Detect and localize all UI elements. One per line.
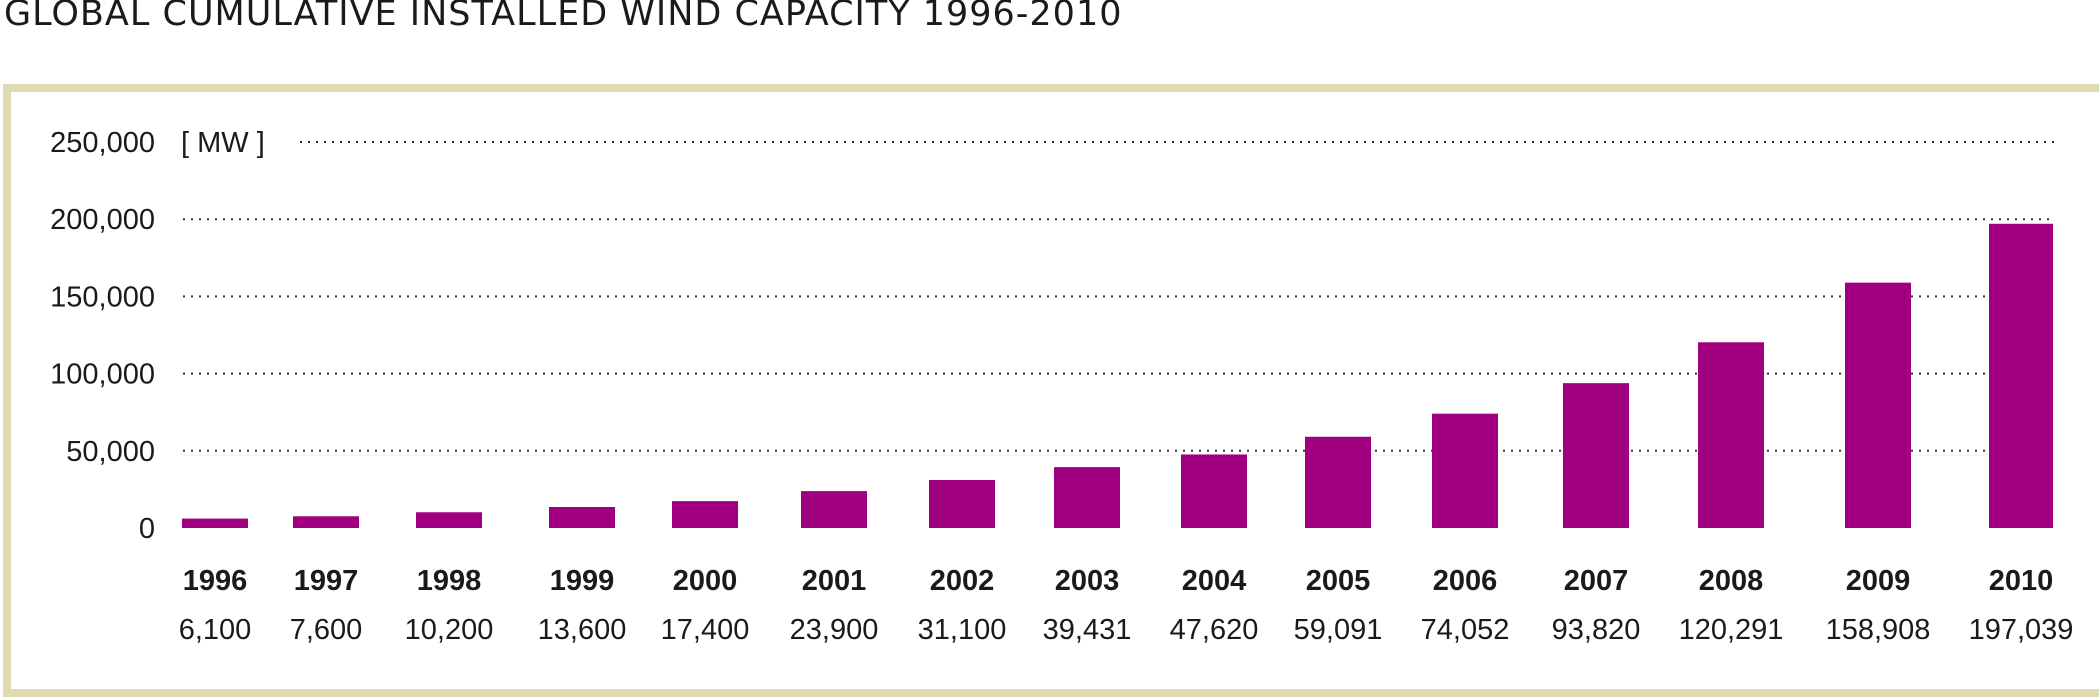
gridlines [183, 141, 2055, 452]
bar-2010 [1989, 223, 2053, 528]
category-label-2000: 2000 [673, 565, 738, 597]
value-label-1996: 6,100 [179, 614, 252, 646]
category-label-2008: 2008 [1699, 565, 1764, 597]
bar-2001 [801, 491, 867, 528]
category-label-1999: 1999 [550, 565, 615, 597]
bar-2004 [1181, 454, 1247, 528]
value-label-1997: 7,600 [290, 614, 363, 646]
y-axis-ticks: 0 50,000 100,000 150,000 200,000 250,000 [50, 127, 155, 545]
y-tick-label: 50,000 [66, 436, 155, 468]
y-tick-label: 250,000 [50, 127, 155, 159]
page-title: GLOBAL CUMULATIVE INSTALLED WIND CAPACIT… [4, 0, 1123, 34]
y-tick-label: 0 [139, 513, 155, 545]
bar-2002 [929, 479, 995, 528]
value-label-2008: 120,291 [1679, 614, 1784, 646]
value-label-2010: 197,039 [1969, 614, 2074, 646]
value-label-2007: 93,820 [1552, 614, 1641, 646]
bar-2000 [672, 501, 738, 528]
y-tick-label: 100,000 [50, 359, 155, 391]
bar-2008 [1698, 342, 1764, 528]
bar-2009 [1845, 282, 1911, 528]
bar-1996 [182, 518, 248, 528]
y-tick-label: 200,000 [50, 204, 155, 236]
bar-2005 [1305, 436, 1371, 528]
category-label-2002: 2002 [930, 565, 995, 597]
value-labels: 6,100 7,600 10,200 13,600 17,400 23,900 31,100… [179, 614, 2074, 646]
value-label-2001: 23,900 [790, 614, 879, 646]
category-label-2009: 2009 [1846, 565, 1911, 597]
value-label-2009: 158,908 [1826, 614, 1931, 646]
category-labels: 1996 1997 1998 1999 2000 2001 2002 2003 2004 2005… [183, 565, 2054, 597]
category-label-2005: 2005 [1306, 565, 1371, 597]
category-label-2004: 2004 [1182, 565, 1247, 597]
bars [182, 223, 2053, 528]
bar-1997 [293, 516, 359, 528]
bar-2003 [1054, 467, 1120, 528]
category-label-2007: 2007 [1564, 565, 1629, 597]
bar-1998 [416, 512, 482, 528]
value-label-2002: 31,100 [918, 614, 1007, 646]
value-label-2006: 74,052 [1421, 614, 1510, 646]
value-label-2000: 17,400 [661, 614, 750, 646]
unit-label: [ MW ] [181, 127, 265, 159]
bar-2007 [1563, 383, 1629, 528]
category-label-2010: 2010 [1989, 565, 2054, 597]
y-tick-label: 150,000 [50, 281, 155, 313]
category-label-2006: 2006 [1433, 565, 1498, 597]
bar-2006 [1432, 413, 1498, 528]
category-label-1997: 1997 [294, 565, 359, 597]
value-label-2004: 47,620 [1170, 614, 1259, 646]
category-label-1996: 1996 [183, 565, 248, 597]
value-label-1998: 10,200 [405, 614, 494, 646]
value-label-2005: 59,091 [1294, 614, 1383, 646]
category-label-2003: 2003 [1055, 565, 1120, 597]
category-label-2001: 2001 [802, 565, 867, 597]
bar-1999 [549, 507, 615, 528]
category-label-1998: 1998 [417, 565, 482, 597]
value-label-1999: 13,600 [538, 614, 627, 646]
value-label-2003: 39,431 [1043, 614, 1132, 646]
